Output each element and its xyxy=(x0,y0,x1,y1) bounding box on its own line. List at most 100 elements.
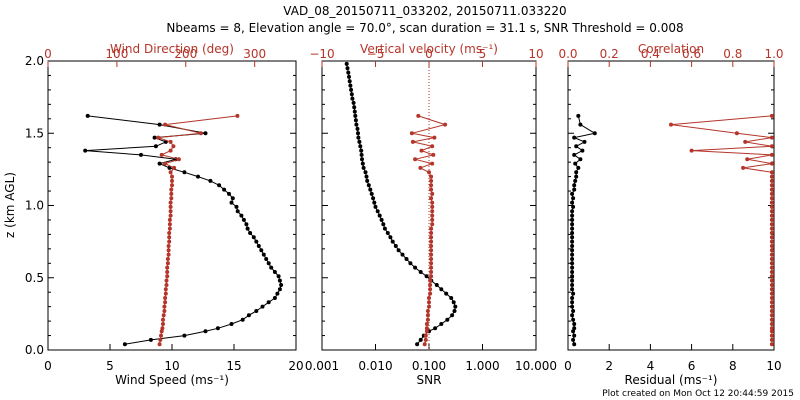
data-point xyxy=(769,265,774,270)
data-point xyxy=(769,342,774,347)
data-point xyxy=(769,274,774,279)
series-line xyxy=(411,115,447,345)
data-point xyxy=(425,317,430,322)
data-point xyxy=(157,161,162,166)
top-x-tick-label: 200 xyxy=(174,47,197,61)
data-point xyxy=(572,183,577,188)
data-point xyxy=(122,342,127,347)
data-point xyxy=(429,187,434,192)
data-point xyxy=(424,322,429,326)
data-point xyxy=(572,333,577,338)
data-point xyxy=(570,278,575,283)
data-point xyxy=(196,174,200,179)
panel-snr: Vertical velocity (ms⁻¹) SNR 0.001 0.010 0… xyxy=(305,42,557,387)
data-point xyxy=(429,178,434,183)
data-point xyxy=(572,135,577,140)
plot-created-footer: Plot created on Mon Oct 12 20:44:59 2015 xyxy=(602,389,794,399)
x-tick-label: 15 xyxy=(226,359,241,373)
data-point xyxy=(570,252,575,257)
data-point xyxy=(246,313,251,318)
data-point xyxy=(168,209,173,214)
data-point xyxy=(570,235,575,240)
panel-wind-top-xlabel: Wind Direction (deg) xyxy=(110,42,234,56)
data-point xyxy=(769,329,774,334)
data-point xyxy=(592,131,597,136)
data-point xyxy=(570,248,575,253)
data-point xyxy=(168,213,173,218)
data-point xyxy=(359,152,364,157)
top-x-tick-label: 0 xyxy=(425,47,433,61)
data-point xyxy=(152,135,157,140)
data-point xyxy=(182,333,187,338)
x-tick-label: 20 xyxy=(288,359,303,373)
data-point xyxy=(430,144,435,149)
data-point xyxy=(451,300,456,305)
data-point xyxy=(428,283,433,287)
data-point xyxy=(430,204,435,209)
data-point xyxy=(570,244,575,248)
data-point xyxy=(165,274,170,279)
top-x-tick-label: 0.4 xyxy=(641,47,660,61)
data-point xyxy=(425,309,430,313)
panel-snr-top-xlabel: Vertical velocity (ms⁻¹) xyxy=(360,42,498,56)
data-point xyxy=(371,196,376,201)
data-point xyxy=(167,217,172,222)
data-point xyxy=(416,113,421,118)
data-point xyxy=(689,148,694,153)
data-point xyxy=(360,161,365,166)
data-point xyxy=(350,96,355,101)
data-point xyxy=(570,304,575,309)
data-point xyxy=(574,144,579,149)
data-point xyxy=(261,252,266,257)
data-point xyxy=(428,278,433,283)
data-point xyxy=(169,191,174,196)
x-tick-label: 4 xyxy=(647,359,655,373)
data-point xyxy=(409,131,414,136)
data-point xyxy=(360,157,364,162)
data-point xyxy=(167,235,172,240)
data-point xyxy=(424,326,429,331)
data-point xyxy=(578,122,583,127)
data-point xyxy=(169,187,174,192)
data-point xyxy=(449,296,454,300)
data-point xyxy=(379,217,384,222)
data-point xyxy=(277,278,282,283)
data-point xyxy=(422,342,427,347)
data-point xyxy=(429,261,434,266)
data-point xyxy=(364,174,369,179)
data-point xyxy=(176,157,181,162)
data-point xyxy=(166,244,171,248)
data-point xyxy=(429,274,434,279)
data-point xyxy=(431,152,436,157)
data-point xyxy=(769,257,774,261)
data-point xyxy=(167,231,172,235)
data-point xyxy=(572,187,577,192)
top-x-tick-label: 0 xyxy=(44,47,52,61)
data-point xyxy=(572,342,577,347)
top-x-tick-label: 100 xyxy=(105,47,128,61)
data-point xyxy=(769,291,774,296)
data-point xyxy=(356,131,360,136)
data-point xyxy=(769,178,774,183)
data-point xyxy=(254,309,259,313)
data-point xyxy=(769,239,774,244)
panel-wind: Wind Direction (deg) z (km AGL) Wind Spe… xyxy=(3,42,304,387)
data-point xyxy=(356,135,361,140)
data-point xyxy=(769,209,774,214)
data-point xyxy=(769,313,774,318)
data-point xyxy=(413,157,418,162)
data-point xyxy=(429,270,434,274)
data-point xyxy=(347,74,351,79)
data-point xyxy=(352,109,357,114)
data-point xyxy=(266,261,271,266)
data-point xyxy=(272,270,277,274)
data-point xyxy=(769,226,774,231)
data-point xyxy=(769,113,774,118)
data-point xyxy=(254,239,259,244)
x-tick-label: 0.001 xyxy=(305,359,339,373)
data-point xyxy=(570,270,575,274)
y-tick-label: 1.0 xyxy=(25,199,44,213)
data-point xyxy=(168,204,173,209)
data-point xyxy=(168,170,173,175)
data-point xyxy=(168,148,173,153)
